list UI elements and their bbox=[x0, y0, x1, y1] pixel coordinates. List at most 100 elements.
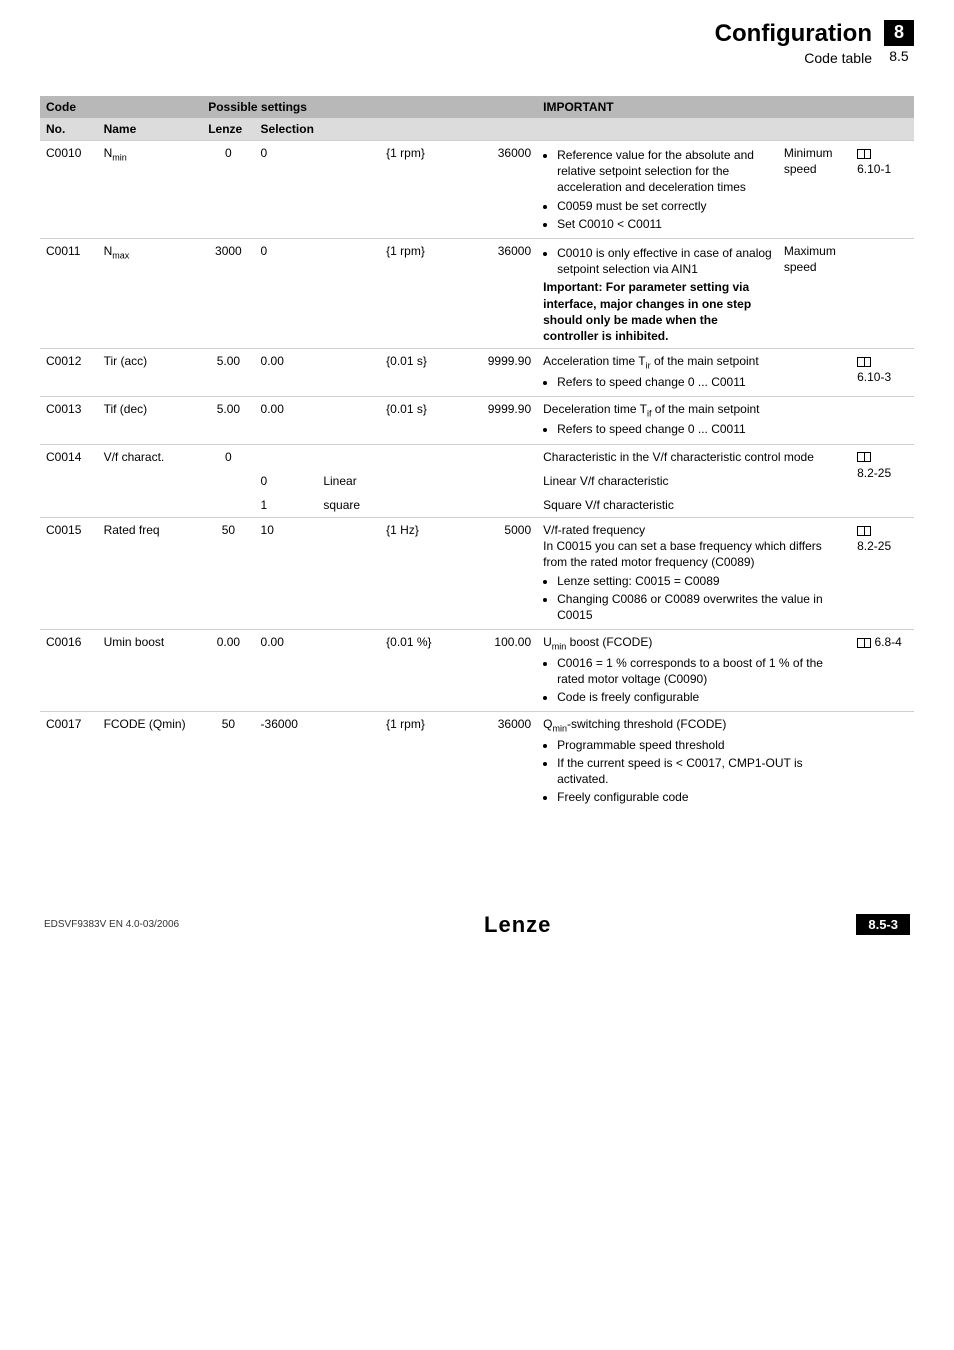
cell-imp-main: Reference value for the absolute and rel… bbox=[537, 141, 778, 239]
cell-sel-unit: {1 rpm} bbox=[380, 141, 464, 239]
page-header: Configuration Code table 8 8.5 bbox=[40, 20, 914, 66]
table-header-row-2: No. Name Lenze Selection bbox=[40, 118, 914, 141]
cell-sel-blank bbox=[317, 238, 380, 348]
imp-line: Qmin-switching threshold (FCODE) bbox=[543, 717, 726, 731]
cell-sel-unit: {1 Hz} bbox=[380, 518, 464, 630]
cell-imp-main: C0010 is only effective in case of analo… bbox=[537, 238, 778, 348]
imp-item: If the current speed is < C0017, CMP1-OU… bbox=[557, 755, 845, 787]
cell-opt-imp: Linear V/f characteristic bbox=[537, 469, 851, 493]
page-footer: EDSVF9383V EN 4.0-03/2006 Lenze 8.5-3 bbox=[40, 912, 914, 938]
cell-opt-num: 0 bbox=[255, 469, 318, 493]
cell-opt-text: square bbox=[317, 493, 537, 518]
row-c0014: C0014 V/f charact. 0 Characteristic in t… bbox=[40, 444, 914, 469]
book-icon bbox=[857, 452, 871, 462]
cell-ref: 6.8-4 bbox=[851, 630, 914, 712]
cell-lenze: 5.00 bbox=[202, 349, 254, 397]
table-header-row-1: Code Possible settings IMPORTANT bbox=[40, 96, 914, 118]
cell-sel-a: 0 bbox=[255, 141, 318, 239]
imp-item: Refers to speed change 0 ... C0011 bbox=[557, 374, 845, 390]
header-chapter: 8 bbox=[884, 20, 914, 46]
cell-sel-blank bbox=[317, 630, 380, 712]
cell-lenze: 0 bbox=[202, 141, 254, 239]
cell-sel-blank bbox=[255, 444, 538, 469]
row-c0012: C0012 Tir (acc) 5.00 0.00 {0.01 s} 9999.… bbox=[40, 349, 914, 397]
th-code: Code bbox=[40, 96, 202, 118]
cell-sel-blank bbox=[317, 518, 380, 630]
cell-opt-imp: Square V/f characteristic bbox=[537, 493, 851, 518]
imp-line: Umin boost (FCODE) bbox=[543, 635, 652, 649]
ref-text: 8.2-25 bbox=[857, 466, 891, 480]
cell-sel-unit: {1 rpm} bbox=[380, 238, 464, 348]
cell-lenze: 5.00 bbox=[202, 396, 254, 444]
cell-name: Rated freq bbox=[98, 518, 203, 630]
cell-sel-unit: {1 rpm} bbox=[380, 712, 464, 812]
cell-sel-blank bbox=[317, 396, 380, 444]
row-c0013: C0013 Tif (dec) 5.00 0.00 {0.01 s} 9999.… bbox=[40, 396, 914, 444]
imp-list: Reference value for the absolute and rel… bbox=[543, 147, 772, 232]
imp-item: C0016 = 1 % corresponds to a boost of 1 … bbox=[557, 655, 845, 687]
book-icon bbox=[857, 149, 871, 159]
cell-imp-mid: Maximum speed bbox=[778, 238, 851, 348]
cell-sel-b: 36000 bbox=[464, 238, 537, 348]
cell-no: C0016 bbox=[40, 630, 98, 712]
imp-item: Reference value for the absolute and rel… bbox=[557, 147, 772, 196]
th-selection: Selection bbox=[255, 118, 538, 141]
footer-logo: Lenze bbox=[484, 912, 551, 938]
cell-sel-b: 100.00 bbox=[464, 630, 537, 712]
ref-text: 8.2-25 bbox=[857, 539, 891, 553]
footer-page: 8.5-3 bbox=[856, 914, 910, 935]
cell-lenze: 3000 bbox=[202, 238, 254, 348]
imp-item: Changing C0086 or C0089 overwrites the v… bbox=[557, 591, 845, 623]
cell-sel-b: 36000 bbox=[464, 141, 537, 239]
row-c0011: C0011 Nmax 3000 0 {1 rpm} 36000 C0010 is… bbox=[40, 238, 914, 348]
cell-no: C0012 bbox=[40, 349, 98, 397]
cell-name: Nmin bbox=[98, 141, 203, 239]
row-c0015: C0015 Rated freq 50 10 {1 Hz} 5000 V/f-r… bbox=[40, 518, 914, 630]
cell-ref: 8.2-25 bbox=[851, 444, 914, 518]
imp-bold: Important: For parameter setting via int… bbox=[543, 279, 772, 344]
row-c0010: C0010 Nmin 0 0 {1 rpm} 36000 Reference v… bbox=[40, 141, 914, 239]
th-lenze: Lenze bbox=[202, 118, 254, 141]
cell-name: Tir (acc) bbox=[98, 349, 203, 397]
header-titles: Configuration Code table bbox=[715, 20, 872, 66]
cell-sel-a: 0.00 bbox=[255, 396, 318, 444]
cell-sel-b: 5000 bbox=[464, 518, 537, 630]
th-name: Name bbox=[98, 118, 203, 141]
header-subtitle: Code table bbox=[715, 50, 872, 66]
cell-sel-b: 36000 bbox=[464, 712, 537, 812]
header-section: 8.5 bbox=[884, 48, 914, 65]
cell-sel-unit: {0.01 %} bbox=[380, 630, 464, 712]
cell-ref: 6.10-1 bbox=[851, 141, 914, 239]
cell-opt-text: Linear bbox=[317, 469, 537, 493]
imp-item: Programmable speed threshold bbox=[557, 737, 845, 753]
cell-sel-a: 0.00 bbox=[255, 630, 318, 712]
ref-text: 6.10-1 bbox=[857, 162, 891, 176]
cell-sel-blank bbox=[317, 349, 380, 397]
imp-item: C0059 must be set correctly bbox=[557, 198, 772, 214]
cell-no: C0014 bbox=[40, 444, 98, 518]
page: Configuration Code table 8 8.5 Code Poss… bbox=[0, 0, 954, 978]
cell-sel-unit: {0.01 s} bbox=[380, 396, 464, 444]
book-icon bbox=[857, 638, 871, 648]
cell-no: C0017 bbox=[40, 712, 98, 812]
cell-lenze: 0.00 bbox=[202, 630, 254, 712]
cell-imp-main: Qmin-switching threshold (FCODE) Program… bbox=[537, 712, 851, 812]
th-possible: Possible settings bbox=[202, 96, 537, 118]
header-chapter-block: 8 8.5 bbox=[884, 20, 914, 64]
cell-no: C0010 bbox=[40, 141, 98, 239]
code-table: Code Possible settings IMPORTANT No. Nam… bbox=[40, 96, 914, 812]
cell-sel-b: 9999.90 bbox=[464, 396, 537, 444]
imp-list: Programmable speed threshold If the curr… bbox=[543, 737, 845, 806]
cell-lenze: 0 bbox=[202, 444, 254, 518]
cell-name: FCODE (Qmin) bbox=[98, 712, 203, 812]
cell-name: Tif (dec) bbox=[98, 396, 203, 444]
cell-sel-b: 9999.90 bbox=[464, 349, 537, 397]
cell-sel-blank bbox=[317, 712, 380, 812]
imp-item: Set C0010 < C0011 bbox=[557, 216, 772, 232]
footer-left: EDSVF9383V EN 4.0-03/2006 bbox=[44, 919, 179, 930]
cell-sel-a: 0.00 bbox=[255, 349, 318, 397]
imp-line: Deceleration time Tif of the main setpoi… bbox=[543, 402, 759, 416]
cell-imp-main: Deceleration time Tif of the main setpoi… bbox=[537, 396, 851, 444]
cell-imp: Characteristic in the V/f characteristic… bbox=[537, 444, 851, 469]
book-icon bbox=[857, 357, 871, 367]
